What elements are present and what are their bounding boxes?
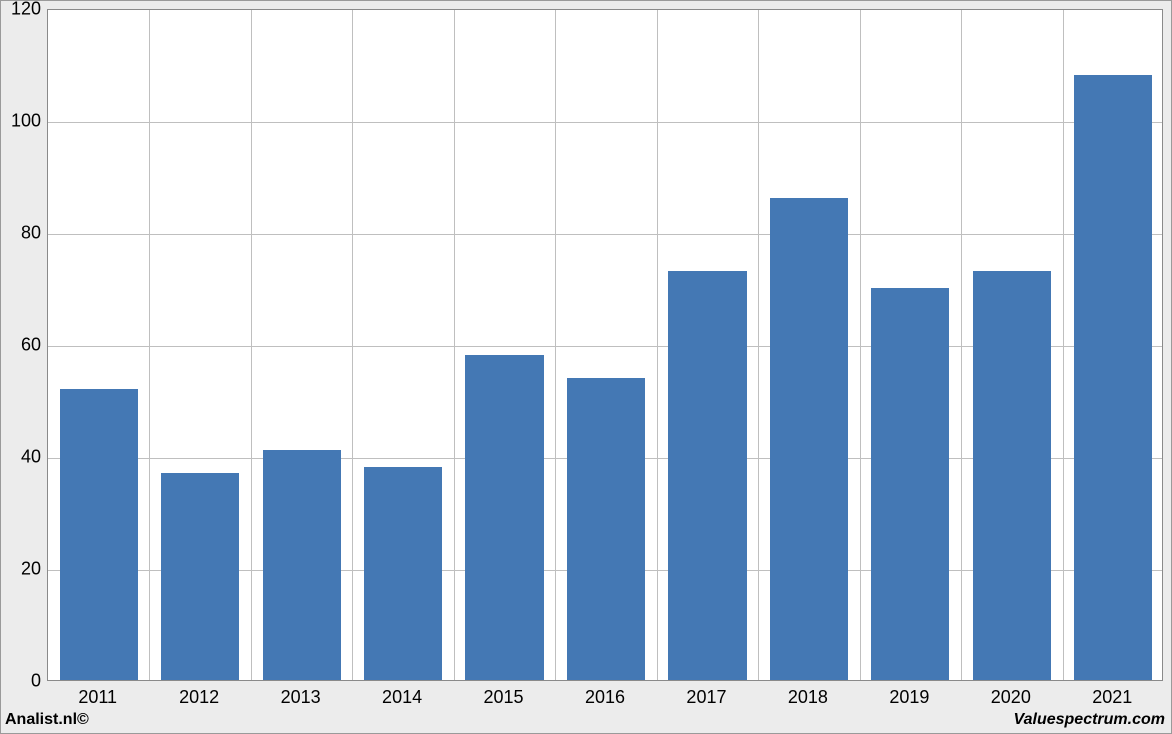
gridline-vertical bbox=[758, 10, 759, 680]
y-tick-label: 60 bbox=[5, 335, 41, 356]
bar bbox=[770, 198, 848, 680]
x-tick-label: 2020 bbox=[991, 687, 1031, 708]
bar bbox=[567, 378, 645, 680]
x-tick-label: 2015 bbox=[484, 687, 524, 708]
gridline-vertical bbox=[961, 10, 962, 680]
bar bbox=[973, 271, 1051, 680]
x-tick-label: 2019 bbox=[889, 687, 929, 708]
bar bbox=[668, 271, 746, 680]
gridline-vertical bbox=[657, 10, 658, 680]
bar bbox=[263, 450, 341, 680]
chart-outer-frame: 0 20 40 60 80 100 120 2011 2012 2013 2014 2015 2016… bbox=[0, 0, 1172, 734]
gridline-horizontal bbox=[48, 234, 1162, 235]
y-tick-label: 0 bbox=[5, 671, 41, 692]
x-tick-label: 2013 bbox=[281, 687, 321, 708]
chart-plot-area bbox=[47, 9, 1163, 681]
bar bbox=[161, 473, 239, 680]
x-tick-label: 2016 bbox=[585, 687, 625, 708]
x-tick-label: 2011 bbox=[78, 687, 117, 708]
gridline-horizontal bbox=[48, 122, 1162, 123]
y-tick-label: 120 bbox=[5, 0, 41, 20]
bar bbox=[364, 467, 442, 680]
bar bbox=[1074, 75, 1152, 680]
bar bbox=[465, 355, 543, 680]
footer-left-credit: Analist.nl© bbox=[5, 711, 89, 729]
x-tick-label: 2012 bbox=[179, 687, 219, 708]
x-tick-label: 2018 bbox=[788, 687, 828, 708]
y-tick-label: 100 bbox=[5, 111, 41, 132]
gridline-vertical bbox=[555, 10, 556, 680]
gridline-vertical bbox=[251, 10, 252, 680]
y-tick-label: 40 bbox=[5, 447, 41, 468]
y-tick-label: 80 bbox=[5, 223, 41, 244]
x-tick-label: 2021 bbox=[1092, 687, 1132, 708]
x-tick-label: 2014 bbox=[382, 687, 422, 708]
gridline-vertical bbox=[352, 10, 353, 680]
gridline-vertical bbox=[860, 10, 861, 680]
gridline-vertical bbox=[149, 10, 150, 680]
y-tick-label: 20 bbox=[5, 559, 41, 580]
bar bbox=[871, 288, 949, 680]
bar bbox=[60, 389, 138, 680]
gridline-vertical bbox=[1063, 10, 1064, 680]
footer-right-credit: Valuespectrum.com bbox=[1014, 711, 1165, 729]
x-tick-label: 2017 bbox=[686, 687, 726, 708]
gridline-vertical bbox=[454, 10, 455, 680]
